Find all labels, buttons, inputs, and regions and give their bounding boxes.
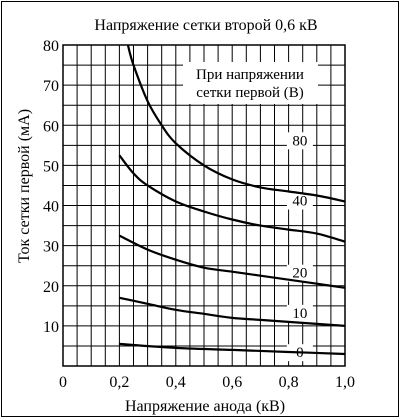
series-label-20: 20 xyxy=(292,266,307,282)
x-tick-label: 0,6 xyxy=(222,374,242,391)
series-label-background xyxy=(286,192,313,210)
legend-title-background xyxy=(183,62,318,104)
series-line-40 xyxy=(118,154,346,243)
series-label-background xyxy=(286,264,313,282)
series-line-20 xyxy=(118,234,346,289)
y-axis-label: Ток сетки первой (мА) xyxy=(16,109,33,263)
y-tick-label: 80 xyxy=(43,38,59,55)
legend-title-line-1: При напряжении xyxy=(196,67,304,83)
x-tick-label: 0,8 xyxy=(279,374,299,391)
series-label-background xyxy=(286,304,313,322)
y-tick-label: 10 xyxy=(43,319,59,336)
series-label-80: 80 xyxy=(292,133,307,149)
y-tick-label: 70 xyxy=(43,78,59,95)
series-label-background xyxy=(286,132,313,150)
y-tick-label: 40 xyxy=(43,199,59,216)
y-tick-label: 20 xyxy=(43,279,59,296)
grid xyxy=(62,44,346,367)
y-tick-label: 50 xyxy=(43,158,59,175)
x-tick-label: 1,0 xyxy=(335,374,355,391)
legend-title-line-2: сетки первой (В) xyxy=(196,85,304,101)
y-tick-label: 60 xyxy=(43,118,59,135)
plot-border xyxy=(62,44,346,367)
x-tick-label: 0 xyxy=(59,374,67,391)
x-axis-label: Напряжение анода (кВ) xyxy=(125,398,285,415)
series-labels: 80 40 20 10 0 xyxy=(292,133,307,361)
series-line-10 xyxy=(119,296,346,327)
series-label-40: 40 xyxy=(292,194,307,210)
tick-labels: 0 0,2 0,4 0,6 0,8 1,0 10 20 30 40 50 60 70 80 xyxy=(43,38,355,391)
chart-title: Напряжение сетки второй 0,6 кВ xyxy=(94,17,317,34)
series-line-80 xyxy=(126,44,346,203)
series-label-0: 0 xyxy=(296,345,304,361)
series-line-0 xyxy=(119,342,346,356)
y-tick-label: 30 xyxy=(43,239,59,256)
x-tick-label: 0,4 xyxy=(166,374,186,391)
series-label-10: 10 xyxy=(292,306,307,322)
x-tick-label: 0,2 xyxy=(109,374,129,391)
series-lines xyxy=(118,44,346,356)
